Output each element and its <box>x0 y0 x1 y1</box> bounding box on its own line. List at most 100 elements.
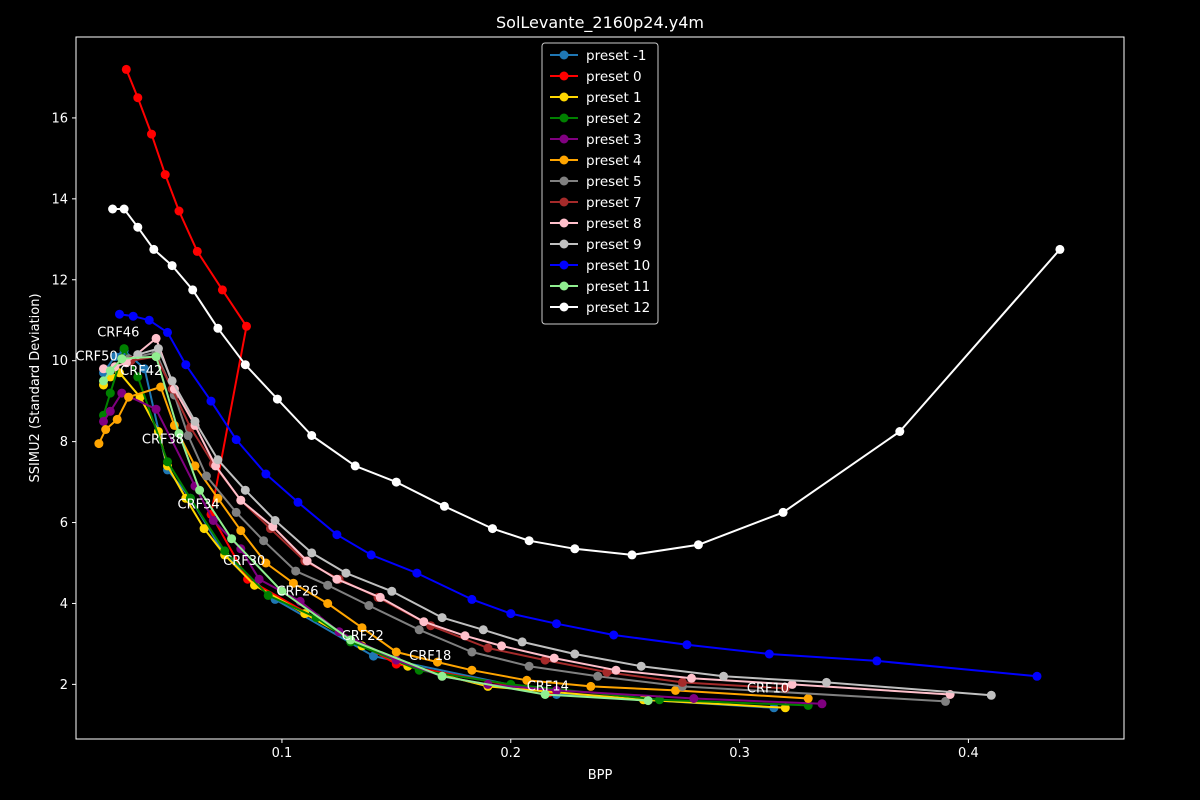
data-point <box>671 685 680 695</box>
legend-swatch-marker <box>559 197 569 207</box>
legend-entry: preset 0 <box>550 69 642 85</box>
data-point <box>220 546 230 556</box>
x-axis-label: BPP <box>588 768 613 783</box>
data-point <box>602 667 612 677</box>
data-point <box>133 222 143 232</box>
data-point <box>236 526 246 536</box>
data-point <box>133 372 143 382</box>
data-point <box>552 685 561 695</box>
data-point <box>437 613 447 623</box>
series-preset-10 <box>115 309 1042 681</box>
data-point <box>307 431 317 440</box>
data-point <box>163 457 172 467</box>
data-point <box>117 388 127 398</box>
series-line-preset-10 <box>119 313 1038 678</box>
data-point <box>144 315 154 325</box>
legend-entry: preset 1 <box>550 90 642 106</box>
data-point <box>693 540 703 550</box>
legend-label: preset 8 <box>586 216 642 232</box>
data-point <box>822 677 831 687</box>
series-preset-12 <box>108 204 1065 560</box>
data-point <box>124 392 134 402</box>
data-point <box>817 699 827 709</box>
y-tick-label: 16 <box>51 111 68 126</box>
data-point <box>217 285 227 295</box>
data-point <box>549 653 559 663</box>
data-point <box>611 665 621 675</box>
y-tick-label: 4 <box>60 597 68 612</box>
data-point <box>350 461 360 471</box>
data-point <box>242 321 251 331</box>
data-point <box>277 586 287 596</box>
series-preset-3 <box>99 388 827 709</box>
data-point <box>437 671 447 681</box>
data-point <box>524 536 534 546</box>
data-point <box>183 431 193 440</box>
data-point <box>174 206 184 216</box>
data-point <box>263 590 273 600</box>
y-tick-label: 2 <box>60 678 68 693</box>
x-tick-label: 0.4 <box>958 746 979 761</box>
data-point <box>133 93 143 103</box>
crf-annotation: CRF22 <box>342 629 384 644</box>
data-point <box>94 439 104 449</box>
legend-entry: preset 5 <box>550 174 642 190</box>
data-point <box>323 599 333 608</box>
series-line-preset-7 <box>130 355 786 690</box>
legend-box <box>541 42 659 325</box>
data-point <box>147 129 156 139</box>
data-point <box>719 671 729 681</box>
data-point <box>764 649 774 659</box>
data-point <box>522 675 532 685</box>
series-preset-4 <box>94 382 813 703</box>
legend-label: preset 9 <box>586 237 642 253</box>
series-preset-9 <box>133 344 996 700</box>
data-point <box>181 360 191 370</box>
data-point <box>167 376 177 386</box>
data-point <box>153 344 163 354</box>
data-point <box>506 609 516 619</box>
y-axis-label: SSIMU2 (Standard Deviation) <box>28 293 43 482</box>
legend-entry: preset 3 <box>550 132 642 148</box>
crf-annotation: CRF18 <box>409 649 451 664</box>
legend-label: preset 11 <box>586 279 650 295</box>
crf-annotation: CRF50 <box>76 350 118 365</box>
data-point <box>323 580 333 590</box>
data-point <box>231 507 241 517</box>
data-point <box>570 649 580 659</box>
legend-label: preset 5 <box>586 174 642 190</box>
chart-title: SolLevante_2160p24.y4m <box>496 13 704 33</box>
data-point <box>636 661 646 671</box>
data-point <box>552 619 561 629</box>
data-point <box>105 388 115 398</box>
x-tick-label: 0.3 <box>729 746 750 761</box>
data-point <box>488 524 497 534</box>
data-point <box>119 204 129 214</box>
data-point <box>391 647 401 657</box>
crf-annotation: CRF38 <box>142 433 184 448</box>
legend: preset -1 preset 0 preset 1 preset 2 preset … <box>541 42 659 325</box>
legend-entry: preset 11 <box>550 279 650 295</box>
y-tick-label: 10 <box>51 354 68 369</box>
data-point <box>163 327 172 337</box>
data-point <box>609 630 619 640</box>
data-point <box>190 461 200 471</box>
data-point <box>105 366 115 376</box>
data-point <box>227 534 237 544</box>
series-line-preset-0 <box>125 69 550 694</box>
legend-swatch-marker <box>559 260 569 270</box>
data-point <box>195 485 205 495</box>
legend-swatch-marker <box>559 239 569 249</box>
legend-entry: preset 4 <box>550 153 642 169</box>
data-point <box>101 425 111 434</box>
series-preset-0 <box>121 64 555 697</box>
data-point <box>346 635 356 645</box>
legend-swatch-marker <box>559 155 569 165</box>
data-point <box>375 592 385 602</box>
data-point <box>524 661 534 671</box>
data-point <box>140 364 150 374</box>
data-point <box>391 477 401 487</box>
data-point <box>115 309 124 319</box>
y-tick-label: 8 <box>60 435 68 450</box>
legend-entry: preset 12 <box>550 300 650 316</box>
